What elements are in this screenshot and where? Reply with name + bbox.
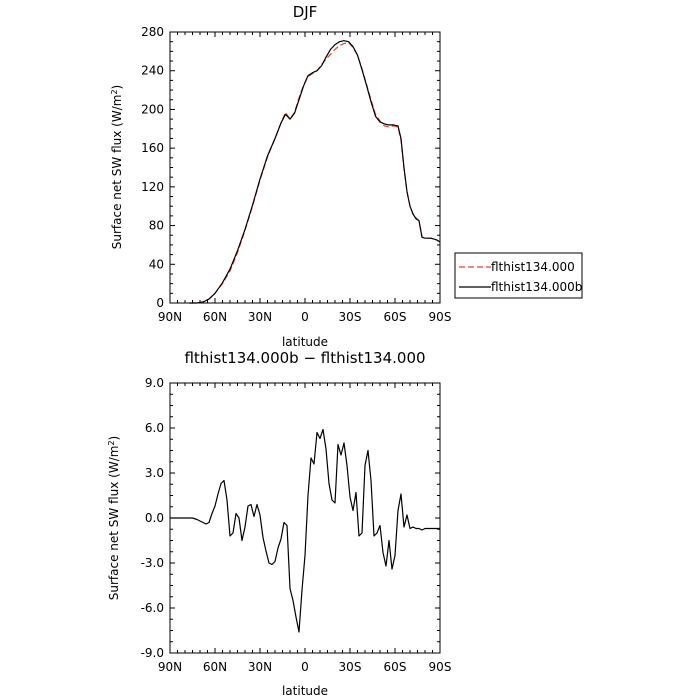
bottom-y-label-close: )	[107, 436, 121, 441]
bottom-y-label-main: Surface net SW flux (W/m	[107, 446, 121, 601]
top-series	[189, 40, 441, 304]
bottom-y-tick-label: -9.0	[141, 646, 164, 660]
bottom-series-line-flthist134-000b-flthist134-000	[170, 428, 440, 633]
bottom-panel: flthist134.000b − flthist134.000 90N 60N 3…	[107, 349, 452, 698]
top-y-axis-label: Surface net SW flux (W/m2)	[110, 85, 125, 249]
bottom-y-tick-label: 6.0	[145, 421, 164, 435]
top-plot-frame	[169, 31, 441, 304]
top-y-label-close: )	[110, 85, 124, 90]
bottom-y-tick-label: -6.0	[141, 601, 164, 615]
bottom-y-tick-label: 9.0	[145, 376, 164, 390]
top-y-tick-label: 120	[141, 180, 164, 194]
top-y-tick-label: 200	[141, 102, 164, 116]
top-chart-title: DJF	[293, 3, 318, 21]
legend-label-flthist134-000: flthist134.000	[491, 260, 575, 274]
top-y-label-main: Surface net SW flux (W/m	[110, 95, 124, 250]
top-x-tick-label: 30S	[339, 310, 362, 324]
top-x-tick-label: 60S	[384, 310, 407, 324]
top-x-tick-label: 90S	[429, 310, 452, 324]
bottom-x-tick-label: 90S	[429, 660, 452, 674]
bottom-x-tick-label: 60S	[384, 660, 407, 674]
top-y-tick-label: 40	[149, 257, 164, 271]
bottom-y-tick-label: 0.0	[145, 511, 164, 525]
bottom-chart-title: flthist134.000b − flthist134.000	[184, 349, 425, 367]
top-x-tick-label: 90N	[158, 310, 182, 324]
bottom-x-axis-label: latitude	[282, 684, 328, 698]
top-y-tick-label: 240	[141, 64, 164, 78]
bottom-y-label-superscript: 2	[107, 440, 116, 445]
top-y-tick-label: 280	[141, 25, 164, 39]
bottom-y-axis-label: Surface net SW flux (W/m2)	[107, 436, 122, 600]
top-y-tick-label: 80	[149, 219, 164, 233]
bottom-y-tick-label: -3.0	[141, 556, 164, 570]
top-y-tick-label: 0	[156, 296, 164, 310]
top-x-tick-label: 0	[301, 310, 309, 324]
top-ticks: 90N 60N 30N 0 30S 60S 90S 0 40 80 120 160 200 240 280	[141, 25, 451, 324]
top-x-tick-label: 60N	[203, 310, 227, 324]
bottom-series	[170, 428, 440, 633]
legend: flthist134.000 flthist134.000b	[454, 252, 583, 299]
bottom-y-tick-label: 3.0	[145, 466, 164, 480]
top-y-tick-label: 160	[141, 141, 164, 155]
bottom-x-tick-label: 30S	[339, 660, 362, 674]
bottom-ticks: 90N 60N 30N 0 30S 60S 90S -9.0 -6.0 -3.0 0.0 3.0 6.0…	[141, 376, 452, 674]
top-x-axis-label: latitude	[282, 335, 328, 349]
bottom-x-tick-label: 0	[301, 660, 309, 674]
bottom-x-tick-label: 90N	[158, 660, 182, 674]
legend-label-flthist134-000b: flthist134.000b	[491, 280, 582, 294]
top-x-tick-label: 30N	[248, 310, 272, 324]
top-y-label-superscript: 2	[110, 89, 119, 94]
top-series-line-flthist134-000	[189, 41, 441, 304]
legend-box	[454, 252, 583, 299]
bottom-x-tick-label: 60N	[203, 660, 227, 674]
bottom-x-tick-label: 30N	[248, 660, 272, 674]
top-series-line-flthist134-000b	[189, 40, 441, 304]
top-panel: DJF 90N 60N 30N 0 30S 60S 90S 0 40 80 120 160 200 240…	[110, 3, 583, 349]
